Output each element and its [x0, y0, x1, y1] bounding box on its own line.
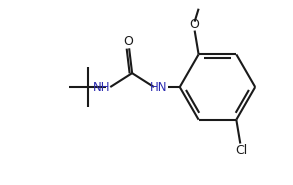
- Text: HN: HN: [150, 80, 168, 94]
- Text: O: O: [123, 35, 133, 48]
- Text: Cl: Cl: [235, 144, 247, 157]
- Text: NH: NH: [93, 80, 110, 94]
- Text: O: O: [190, 18, 200, 31]
